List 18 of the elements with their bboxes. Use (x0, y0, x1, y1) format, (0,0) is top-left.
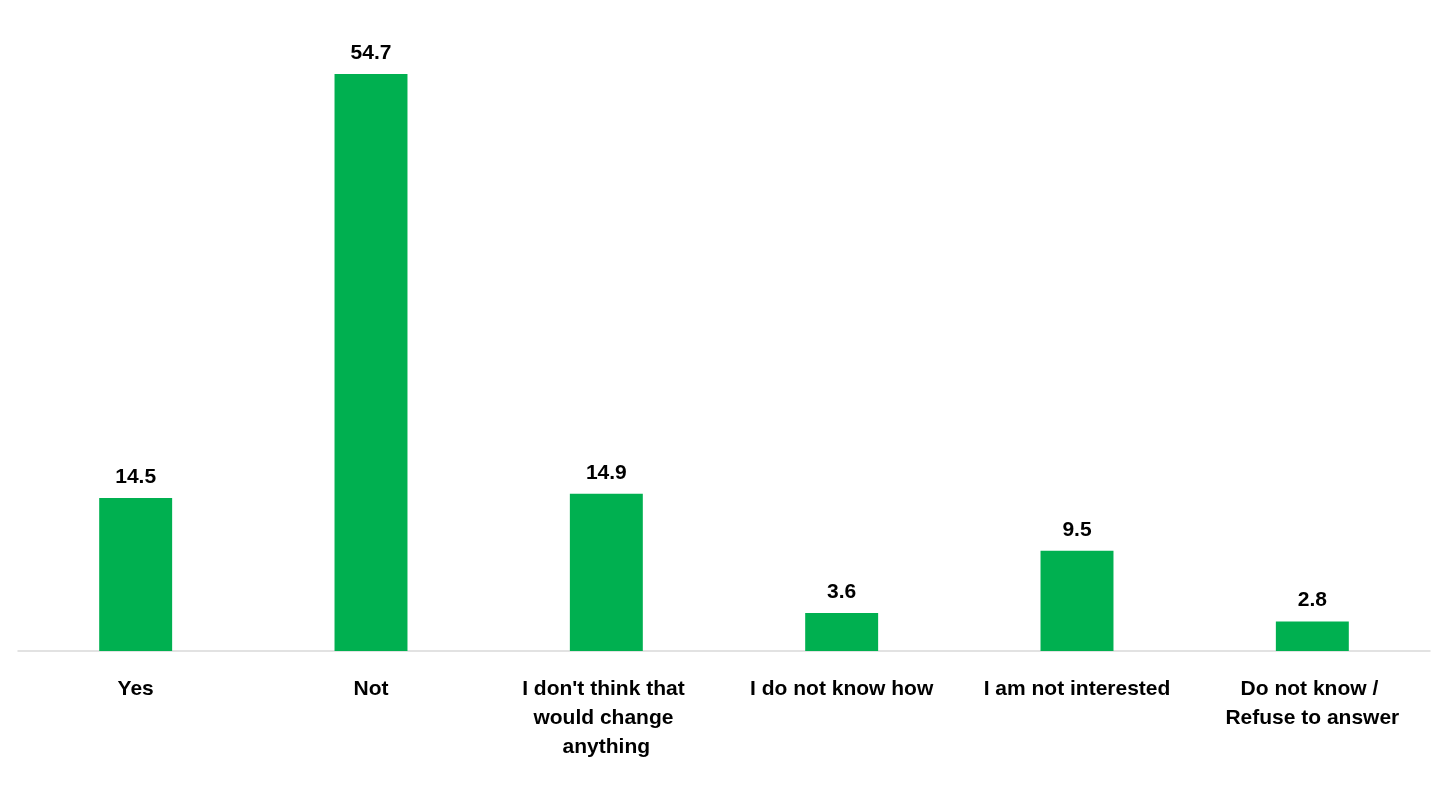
data-label: 54.7 (350, 39, 392, 63)
x-tick-label: Yes (117, 676, 154, 699)
x-tick-label: Not (353, 676, 389, 699)
data-label: 14.9 (585, 459, 627, 483)
x-tick-label: Do not know / Refuse to answer (1225, 676, 1400, 728)
bar (334, 73, 408, 651)
bar (569, 493, 643, 651)
data-label: 14.5 (115, 464, 157, 488)
data-label: 9.5 (1062, 516, 1092, 540)
x-tick-label: I am not interested (983, 676, 1171, 699)
data-label: 2.8 (1297, 587, 1328, 611)
bar (1040, 550, 1114, 651)
bar (1275, 621, 1349, 651)
x-tick-label: I do not know how (750, 676, 934, 699)
bar (805, 613, 879, 651)
x-tick-label: I don't think that would change anything (522, 676, 691, 757)
bar (99, 498, 173, 651)
data-label: 3.6 (827, 579, 857, 603)
